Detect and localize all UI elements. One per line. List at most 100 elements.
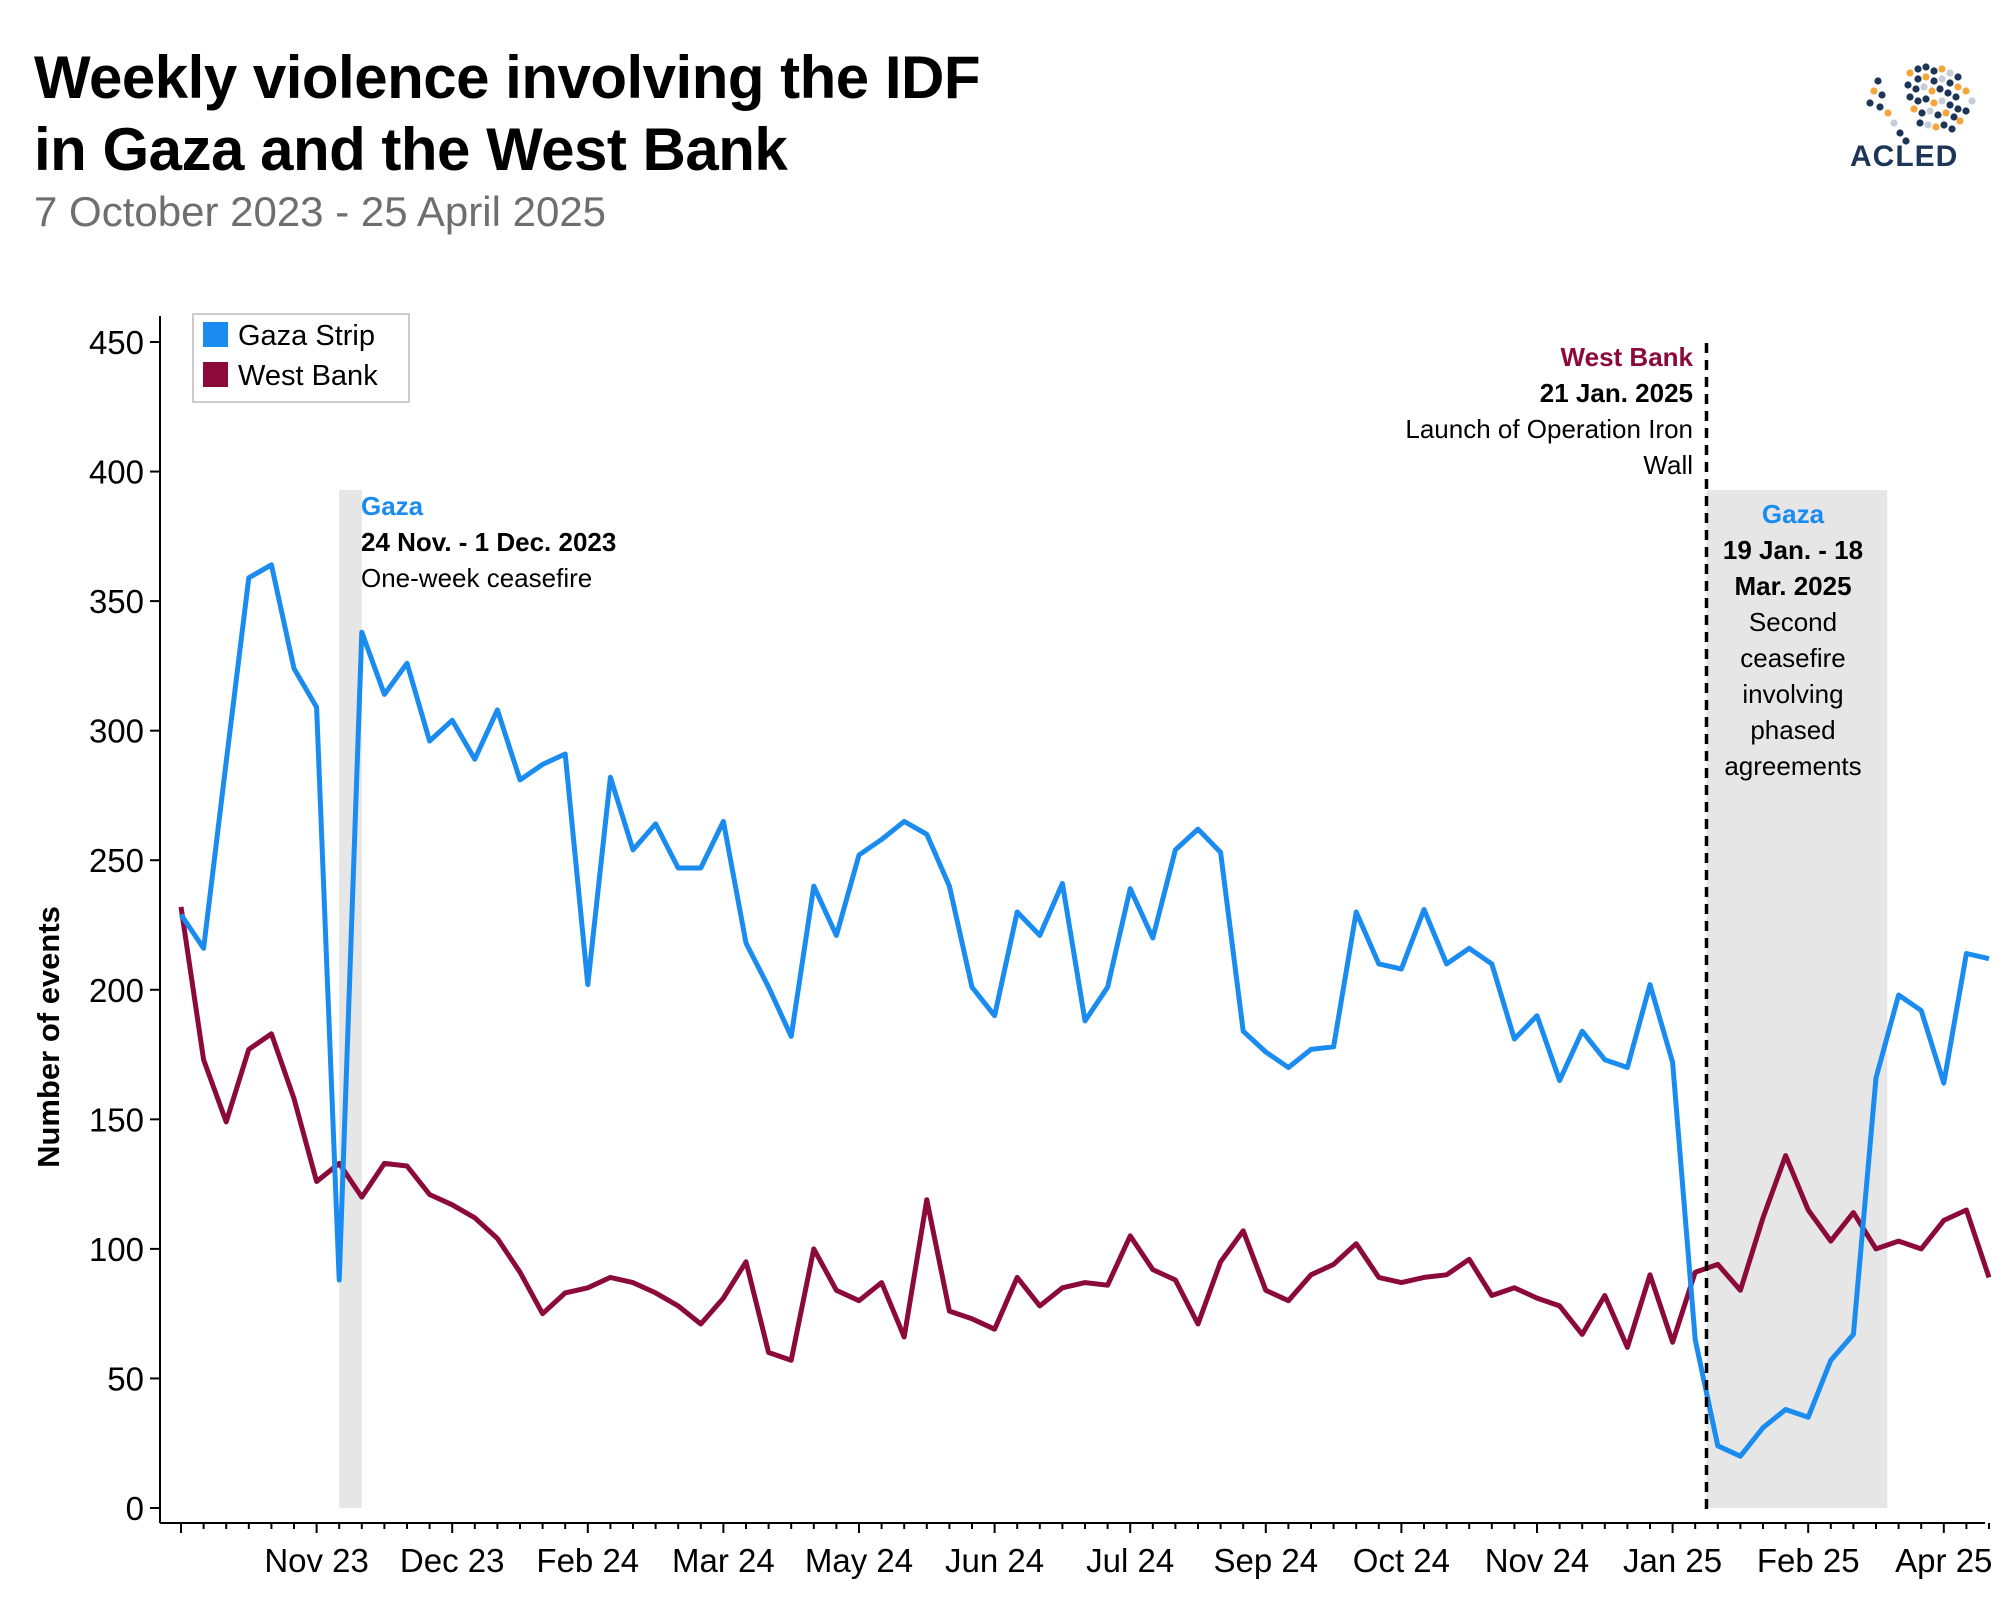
annotation-wb-date: 21 Jan. 2025: [1540, 378, 1693, 408]
x-tick-label: Jun 24: [945, 1542, 1044, 1579]
series-line-gaza-strip: [178, 562, 1990, 1459]
logo-dot: [1934, 111, 1942, 119]
y-tick-label-250: 250: [89, 842, 144, 879]
logo-dot: [1954, 73, 1962, 81]
x-tick-label: Sep 24: [1214, 1542, 1319, 1579]
logo-dot: [1920, 83, 1928, 91]
y-tick-label-350: 350: [89, 583, 144, 620]
logo-dot: [1922, 95, 1930, 103]
logo-dot: [1914, 97, 1922, 105]
acled-logo-text: ACLED: [1850, 140, 1959, 173]
y-tick-label-450: 450: [89, 324, 144, 361]
y-tick-label-100: 100: [89, 1231, 144, 1268]
logo-dot: [1910, 105, 1918, 113]
legend-label-west-bank: West Bank: [238, 360, 378, 392]
logo-dot: [1930, 67, 1938, 75]
logo-dot: [1890, 119, 1898, 127]
logo-dot: [1946, 101, 1954, 109]
logo-dot: [1952, 93, 1960, 101]
logo-dot: [1896, 129, 1904, 137]
logo-dot: [1912, 85, 1920, 93]
annotation-gaza-2-region: Gaza: [1762, 499, 1825, 529]
legend-swatch-gaza: [203, 322, 228, 347]
logo-dot: [1902, 137, 1910, 145]
logo-dot: [1918, 109, 1926, 117]
x-tick-label: Mar 24: [672, 1542, 775, 1579]
chart-title: Weekly violence involving the IDF in Gaz…: [34, 42, 981, 186]
annotation-gaza-2-text-2: ceasefire: [1740, 643, 1846, 673]
title-line-1: Weekly violence involving the IDF: [34, 44, 981, 111]
logo-dot: [1938, 97, 1946, 105]
shaded-period-2: [1706, 490, 1888, 1508]
annotation-gaza-ceasefire-1: Gaza 24 Nov. - 1 Dec. 2023 One-week ceas…: [361, 491, 616, 593]
annotation-gaza-1-region: Gaza: [361, 491, 424, 521]
y-axis-title: Number of events: [31, 906, 66, 1168]
logo-dot: [1968, 97, 1976, 105]
logo-dot: [1946, 79, 1954, 87]
logo-dot: [1922, 73, 1930, 81]
x-tick-label: Dec 23: [400, 1542, 505, 1579]
logo-dot: [1878, 91, 1886, 99]
annotation-gaza-2-date-1: 19 Jan. - 18: [1723, 535, 1863, 565]
logo-dot: [1940, 121, 1948, 129]
logo-dot: [1956, 117, 1964, 125]
annotation-wb-text-2: Wall: [1643, 450, 1693, 480]
logo-dot: [1944, 89, 1952, 97]
logo-dot: [1876, 103, 1884, 111]
logo-dot: [1930, 77, 1938, 85]
logo-dot: [1946, 69, 1954, 77]
logo-dot: [1938, 75, 1946, 83]
annotation-wb-region: West Bank: [1561, 342, 1694, 372]
legend-label-gaza: Gaza Strip: [238, 320, 375, 352]
y-tick-label-150: 150: [89, 1101, 144, 1138]
logo-dot: [1904, 81, 1912, 89]
logo-dot: [1906, 93, 1914, 101]
logo-dot: [1914, 65, 1922, 73]
x-tick-label: Nov 24: [1485, 1542, 1590, 1579]
x-tick-label: Oct 24: [1353, 1542, 1450, 1579]
axes: 0 50 100 150 200 250 300 350 400 450 Nov 23 Dec 23 F…: [89, 316, 1992, 1579]
annotation-gaza-2-text-1: Second: [1749, 607, 1837, 637]
series-line-west-bank: [178, 906, 1992, 1363]
annotation-gaza-1-text: One-week ceasefire: [361, 563, 592, 593]
logo-dot: [1928, 87, 1936, 95]
x-tick-label: Feb 24: [536, 1542, 639, 1579]
logo-dot: [1938, 65, 1946, 73]
y-tick-label-50: 50: [107, 1360, 144, 1397]
y-tick-label-300: 300: [89, 713, 144, 750]
annotation-gaza-2-text-4: phased: [1750, 715, 1835, 745]
x-tick-label: Jul 24: [1086, 1542, 1174, 1579]
y-tick-label-200: 200: [89, 972, 144, 1009]
logo-dot: [1936, 85, 1944, 93]
annotation-gaza-ceasefire-2: Gaza 19 Jan. - 18 Mar. 2025 Second cease…: [1723, 499, 1863, 781]
logo-dot: [1866, 99, 1874, 107]
x-tick-label: Nov 23: [264, 1542, 369, 1579]
title-line-2: in Gaza and the West Bank: [34, 116, 788, 183]
acled-logo-icon: [1866, 63, 1976, 145]
logo-dot: [1930, 99, 1938, 107]
logo-dot: [1950, 113, 1958, 121]
legend-box: [192, 313, 410, 403]
annotation-wb-text-1: Launch of Operation Iron: [1405, 414, 1693, 444]
logo-dot: [1962, 107, 1970, 115]
logo-dot: [1906, 69, 1914, 77]
x-tick-label: Feb 25: [1757, 1542, 1860, 1579]
logo-dot: [1874, 77, 1882, 85]
logo-dot: [1914, 75, 1922, 83]
x-tick-label: May 24: [805, 1542, 913, 1579]
annotation-gaza-2-text-3: involving: [1742, 679, 1843, 709]
legend-swatch-west-bank: [203, 362, 228, 387]
annotation-gaza-2-text-5: agreements: [1724, 751, 1861, 781]
logo-dot: [1932, 123, 1940, 131]
y-tick-label-0: 0: [126, 1490, 144, 1527]
logo-dot: [1954, 83, 1962, 91]
logo-dot: [1954, 105, 1962, 113]
annotation-gaza-2-date-2: Mar. 2025: [1734, 571, 1851, 601]
logo-dot: [1916, 119, 1924, 127]
logo-dot: [1926, 107, 1934, 115]
logo-dot: [1962, 87, 1970, 95]
logo-dot: [1924, 121, 1932, 129]
x-tick-label: Jan 25: [1623, 1542, 1722, 1579]
x-tick-label: Apr 25: [1895, 1542, 1992, 1579]
legend: Gaza Strip West Bank: [192, 313, 410, 403]
